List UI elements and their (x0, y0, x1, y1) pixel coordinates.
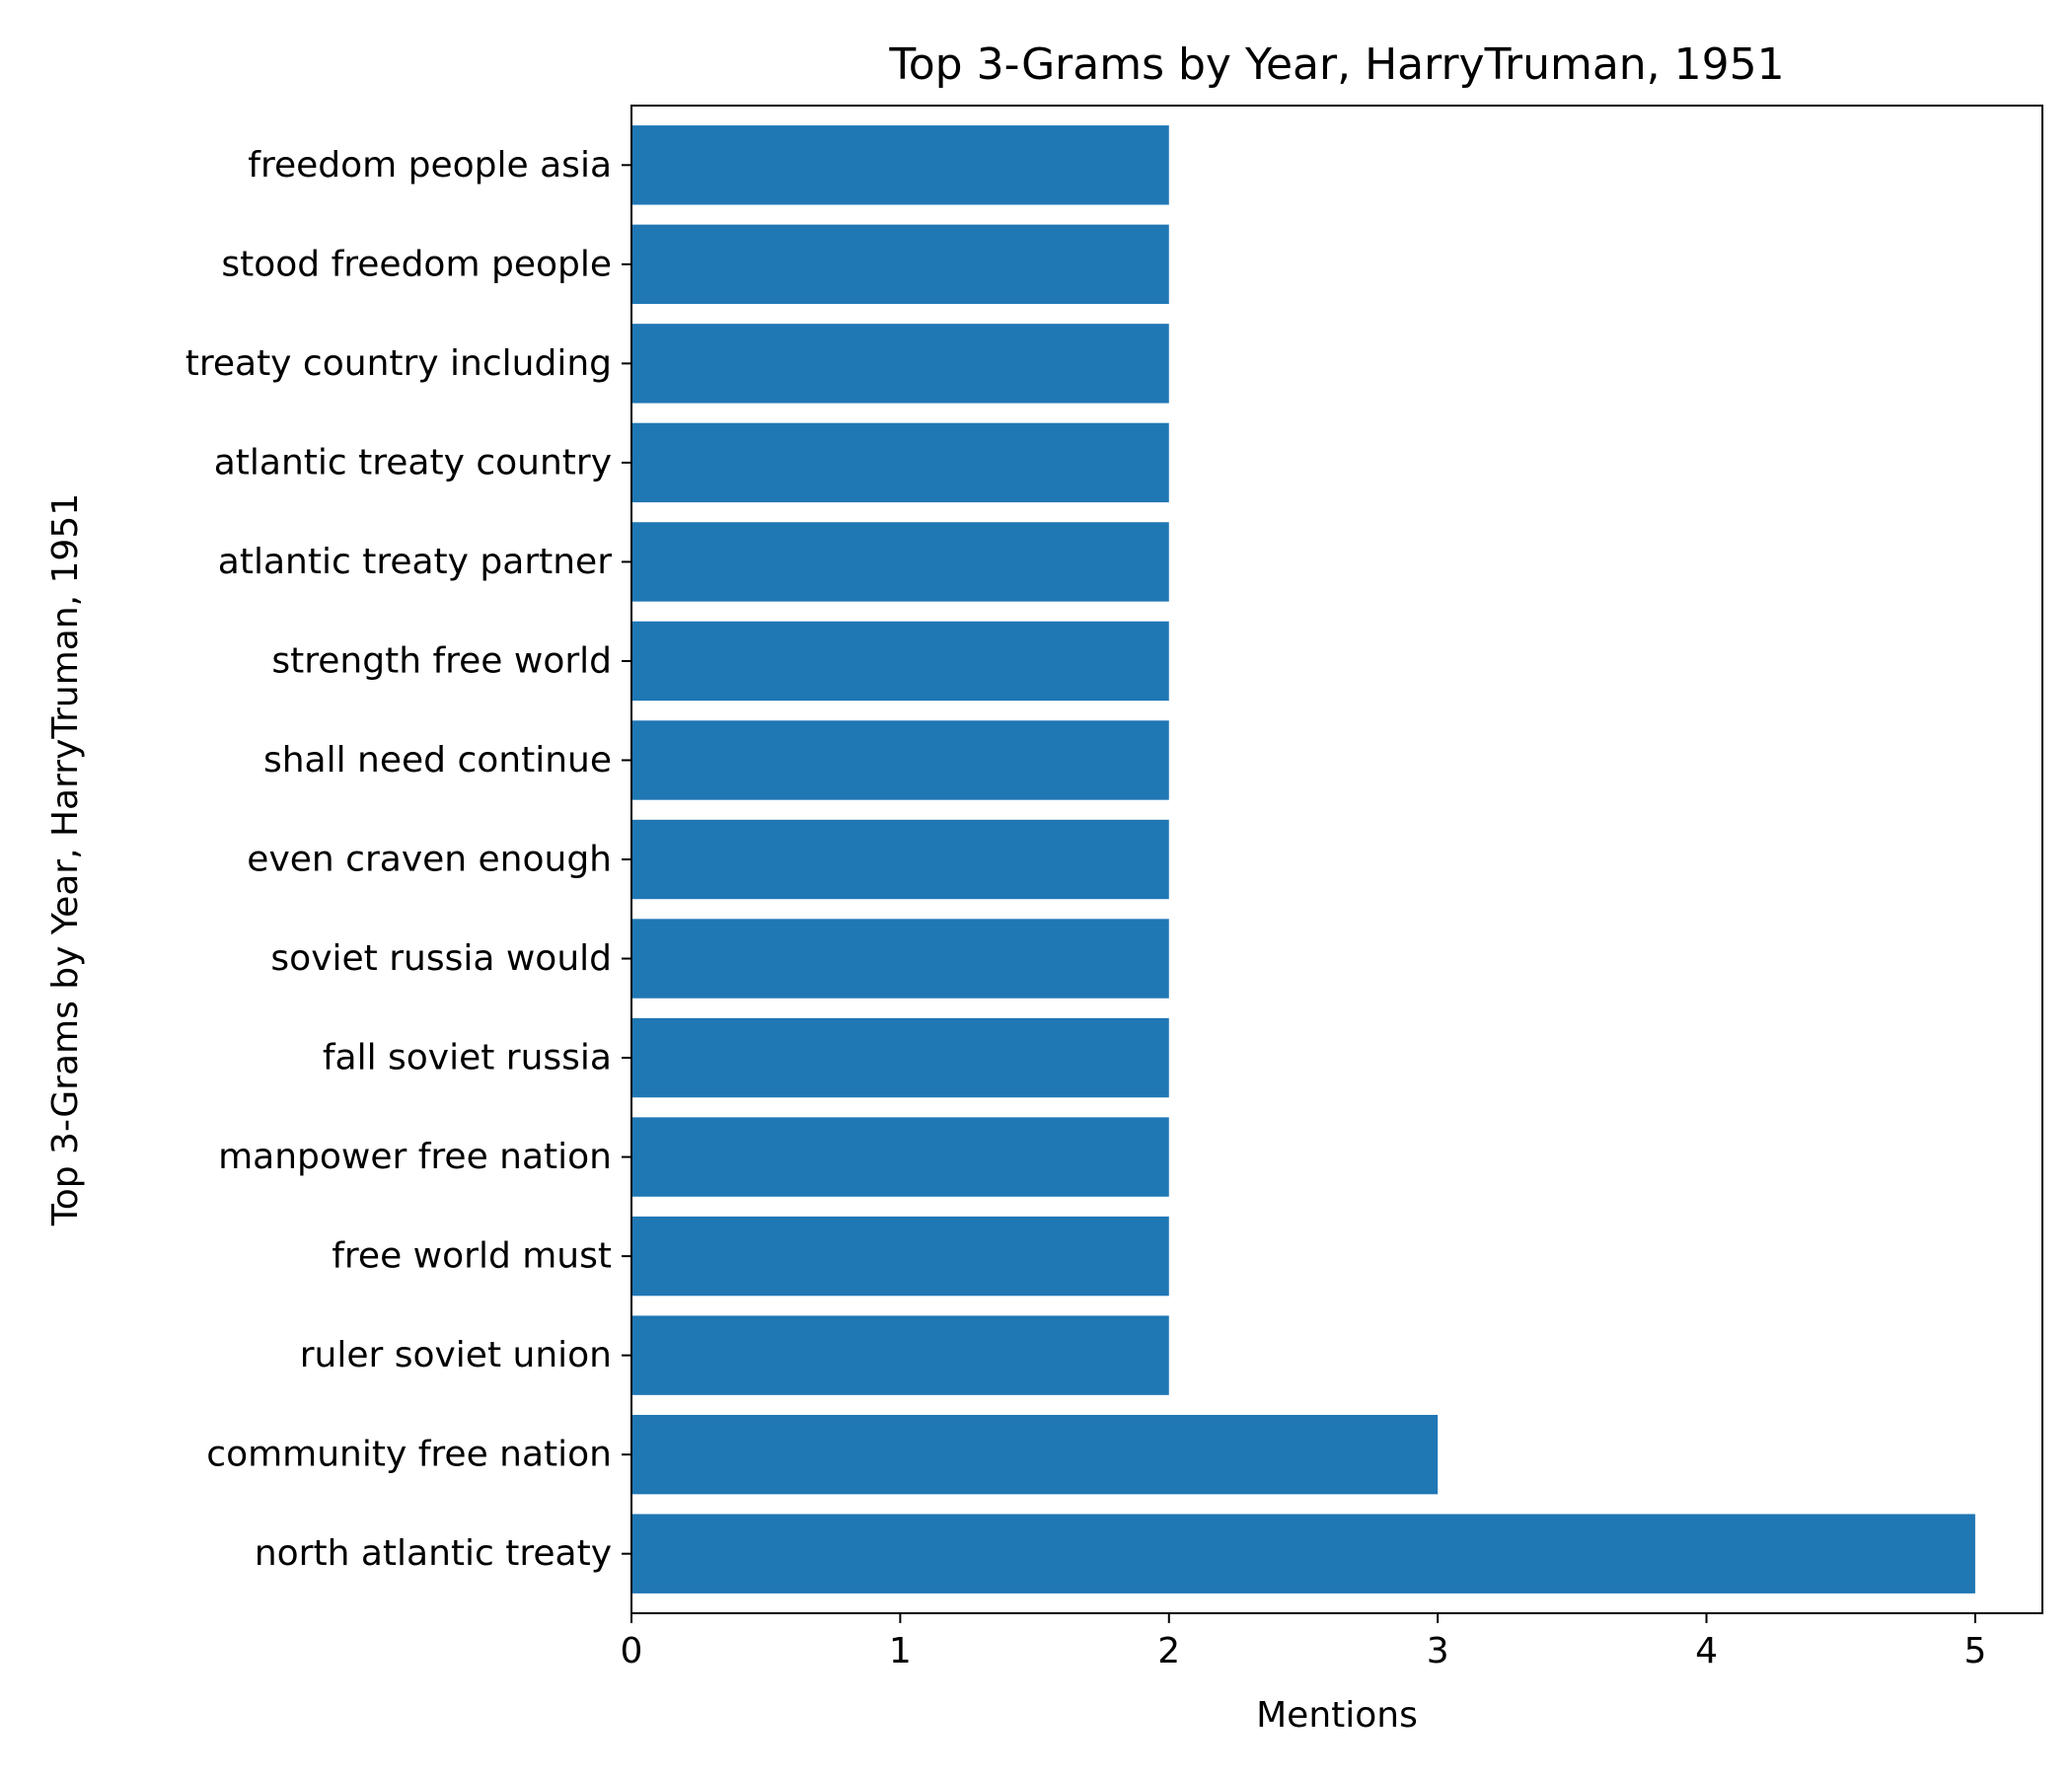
y-tick-label: fall soviet russia (323, 1038, 612, 1078)
y-tick-label: soviet russia would (270, 938, 612, 979)
bar (631, 1117, 1169, 1197)
bar (631, 422, 1169, 503)
x-tick-label: 5 (1963, 1631, 1986, 1671)
x-tick-label: 2 (1157, 1631, 1180, 1671)
y-tick-label: atlantic treaty country (214, 442, 612, 482)
y-tick-label: stood freedom people (221, 244, 612, 284)
bar (631, 125, 1169, 205)
x-axis-label: Mentions (1256, 1695, 1418, 1736)
bar (631, 1514, 1975, 1594)
y-tick-labels: north atlantic treaty community free nati… (185, 145, 631, 1574)
bar (631, 1414, 1439, 1495)
bar (631, 324, 1169, 404)
bar (631, 1216, 1169, 1297)
y-tick-label: even craven enough (247, 840, 612, 880)
y-tick-label: ruler soviet union (300, 1335, 612, 1375)
x-tick-label: 4 (1695, 1631, 1718, 1671)
bar (631, 919, 1169, 999)
y-tick-label: north atlantic treaty (255, 1533, 612, 1574)
bar (631, 819, 1169, 900)
bar (631, 621, 1169, 702)
y-tick-label: strength free world (271, 640, 612, 681)
bar (631, 1017, 1169, 1098)
y-tick-label: treaty country including (185, 343, 612, 384)
bar (631, 522, 1169, 602)
y-tick-label: atlantic treaty partner (218, 542, 612, 582)
x-tick-label: 3 (1427, 1631, 1449, 1671)
plot-area-frame (630, 105, 2043, 1614)
y-tick-label: freedom people asia (248, 145, 612, 185)
bar (631, 224, 1169, 305)
y-tick-label: manpower free nation (218, 1137, 612, 1177)
bars-layer (631, 125, 1975, 1594)
x-tick-label: 1 (889, 1631, 912, 1671)
y-tick-label: free world must (332, 1236, 612, 1277)
bar (631, 720, 1169, 800)
x-tick-label: 0 (621, 1631, 643, 1671)
x-tick-labels: 0 1 2 3 4 5 (621, 1613, 1986, 1671)
chart-title: Top 3-Grams by Year, HarryTruman, 1951 (888, 39, 1784, 90)
y-axis-label: Top 3-Grams by Year, HarryTruman, 1951 (45, 493, 86, 1226)
y-tick-label: community free nation (206, 1435, 612, 1475)
bar (631, 1315, 1169, 1395)
y-tick-label: shall need continue (263, 740, 612, 780)
